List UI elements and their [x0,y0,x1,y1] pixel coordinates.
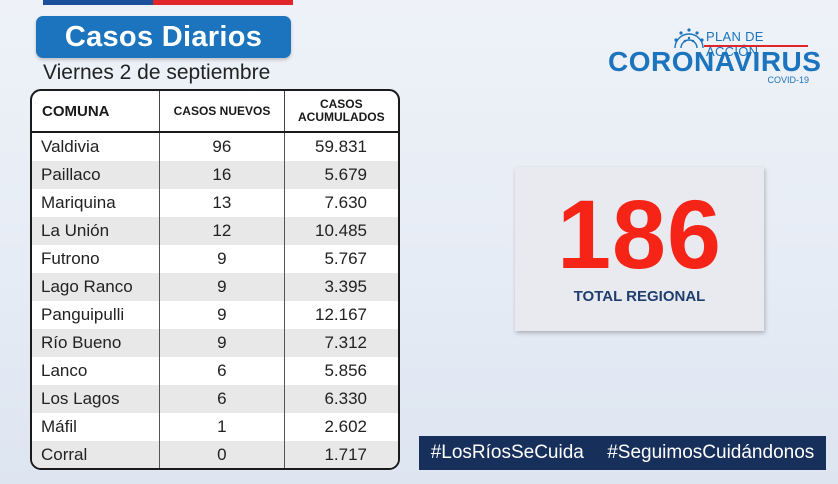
table-row: Río Bueno 9 7.312 [32,329,398,357]
cell-comuna: Panguipulli [41,305,125,324]
logo-red-line [704,45,808,47]
table-row: Lago Ranco 9 3.395 [32,273,398,301]
cell-casos-nuevos: 9 [159,301,285,329]
cell-comuna: Lago Ranco [41,277,133,296]
cell-casos-nuevos: 9 [159,245,285,273]
cell-casos-acumulados: 6.330 [324,389,367,408]
hashtag-los-rios: #LosRíosSeCuida [430,442,584,463]
cell-comuna: Río Bueno [41,333,122,352]
cell-casos-acumulados: 59.831 [314,137,367,156]
table-row: Valdivia 96 59.831 [32,133,398,161]
logo-title: CORONAVIRUS [608,46,822,77]
table-row: Lanco 6 5.856 [32,357,398,385]
cell-casos-acumulados: 10.485 [314,221,367,240]
cell-casos-nuevos: 9 [159,273,285,301]
cell-casos-acumulados: 3.395 [324,277,367,296]
hashtag-seguimos: #SeguimosCuidándonos [607,442,815,463]
cell-comuna: Valdivia [41,137,100,156]
table-row: Máfil 1 2.602 [32,413,398,441]
cell-comuna: Lanco [41,361,88,380]
date-subtitle: Viernes 2 de septiembre [43,61,271,84]
cell-casos-nuevos: 13 [159,189,285,217]
cell-casos-acumulados: 1.717 [324,445,367,464]
table-row: Los Lagos 6 6.330 [32,385,398,413]
flag-stripe-red [153,0,293,5]
hashtag-bar: #LosRíosSeCuida #SeguimosCuidándonos [419,436,826,470]
table-row: Corral 0 1.717 [32,441,398,468]
logo-subtitle: COVID-19 [767,75,809,85]
header-casos-acumulados: CASOS ACUMULADOS [297,97,385,124]
total-label: TOTAL REGIONAL [573,288,706,305]
coronavirus-logo: PLAN DE ACCIÓN CORONAVIRUS COVID-19 [608,27,821,87]
header-casos-nuevos: CASOS NUEVOS [159,91,285,131]
table-row: Panguipulli 9 12.167 [32,301,398,329]
cell-casos-acumulados: 2.602 [324,417,367,436]
cell-casos-acumulados: 7.630 [324,193,367,212]
cell-casos-nuevos: 6 [159,357,285,385]
cell-comuna: Máfil [41,417,77,436]
page-title: Casos Diarios [64,20,263,53]
cell-comuna: Futrono [41,249,100,268]
table-row: Mariquina 13 7.630 [32,189,398,217]
cell-casos-nuevos: 1 [159,413,285,441]
cell-casos-acumulados: 7.312 [324,333,367,352]
flag-stripe [43,0,293,7]
cell-comuna: Los Lagos [41,389,120,408]
table-row: Paillaco 16 5.679 [32,161,398,189]
cell-comuna: Paillaco [41,165,101,184]
cell-casos-nuevos: 6 [159,385,285,413]
cell-casos-nuevos: 12 [159,217,285,245]
table-body: Valdivia 96 59.831 Paillaco 16 5.679 Mariquina… [32,133,398,468]
cell-comuna: La Unión [41,221,110,240]
cell-comuna: Mariquina [41,193,116,212]
cell-casos-nuevos: 16 [159,161,285,189]
cell-casos-acumulados: 5.767 [324,249,367,268]
header-comuna: COMUNA [42,102,110,120]
table-row: La Unión 12 10.485 [32,217,398,245]
table-header: COMUNA CASOS NUEVOS CASOS ACUMULADOS [32,91,398,133]
cell-casos-nuevos: 0 [159,441,285,468]
flag-stripe-blue [43,0,153,5]
virus-icon [674,28,704,49]
cell-casos-nuevos: 9 [159,329,285,357]
cell-casos-nuevos: 96 [159,133,285,161]
cell-casos-acumulados: 5.856 [324,361,367,380]
cases-table: COMUNA CASOS NUEVOS CASOS ACUMULADOS Vald… [30,89,400,470]
cell-casos-acumulados: 12.167 [314,305,367,324]
logo-plan-text: PLAN DE ACCIÓN [706,29,764,59]
total-value: 186 [557,180,722,289]
title-banner: Casos Diarios [36,16,291,58]
cell-comuna: Corral [41,445,88,464]
cell-casos-acumulados: 5.679 [324,165,367,184]
table-row: Futrono 9 5.767 [32,245,398,273]
total-panel: 186 TOTAL REGIONAL [515,167,764,331]
